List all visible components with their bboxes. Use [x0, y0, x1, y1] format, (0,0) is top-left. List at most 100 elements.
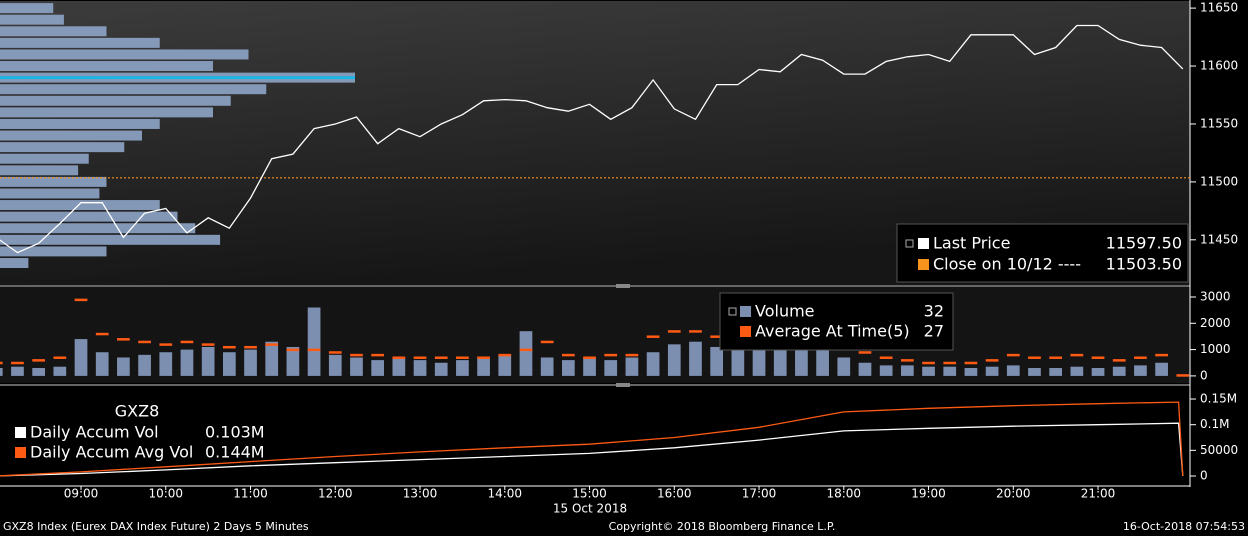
legend-swatch	[918, 259, 929, 270]
profile-bar	[0, 165, 79, 176]
average-marker	[943, 361, 957, 365]
average-marker	[434, 356, 448, 359]
legend-value: 0.144M	[205, 443, 265, 462]
y-tick-label: 50000	[1200, 443, 1238, 457]
x-tick-label: 20:00	[996, 487, 1031, 501]
volume-bar	[773, 346, 787, 376]
footer-right: 16-Oct-2018 07:54:53	[1123, 520, 1245, 533]
legend-value: 27	[924, 322, 944, 341]
average-marker	[583, 356, 596, 359]
average-marker	[117, 338, 130, 341]
volume-bar	[604, 360, 618, 376]
volume-bar	[201, 346, 215, 376]
x-axis-label: 15 Oct 2018	[553, 502, 627, 516]
volume-bar	[561, 360, 575, 376]
legend-label: Close on 10/12 ----	[933, 255, 1081, 274]
average-marker	[1155, 353, 1168, 357]
volume-bar	[392, 357, 406, 376]
volume-bar	[350, 357, 363, 376]
volume-bar	[1134, 365, 1147, 376]
x-tick-label: 13:00	[403, 487, 438, 501]
average-marker	[1070, 353, 1084, 357]
x-tick-label: 17:00	[742, 487, 777, 501]
profile-bar	[0, 95, 231, 106]
average-marker	[561, 353, 575, 357]
average-marker	[371, 353, 385, 357]
average-marker	[1112, 359, 1126, 362]
profile-bar	[0, 14, 64, 25]
volume-bar	[943, 366, 957, 376]
profile-poc-line	[0, 76, 355, 80]
average-marker	[985, 359, 999, 362]
volume-bar	[689, 341, 702, 376]
volume-bar	[837, 357, 851, 376]
profile-bar	[0, 49, 249, 60]
volume-bar	[498, 354, 512, 376]
volume-bar	[1112, 366, 1126, 376]
legend-swatch	[918, 238, 929, 249]
volume-bar	[964, 368, 978, 376]
profile-bar	[0, 246, 107, 257]
volume-bar	[11, 366, 24, 376]
average-marker	[477, 356, 490, 359]
average-marker	[328, 351, 342, 354]
volume-bar	[1028, 368, 1041, 376]
volume-bar	[456, 360, 469, 376]
volume-bar	[74, 339, 88, 376]
volume-bar	[286, 346, 300, 376]
marks	[0, 3, 1190, 477]
y-tick-label: 11550	[1200, 116, 1238, 130]
average-marker	[74, 298, 88, 302]
profile-bar	[0, 61, 213, 72]
average-marker	[392, 356, 406, 359]
average-marker	[53, 356, 67, 359]
volume-bar	[540, 357, 554, 376]
volume-bar	[53, 366, 67, 376]
legend-label: Average At Time(5)	[755, 322, 910, 341]
volume-bar	[625, 357, 639, 376]
footer-left: GXZ8 Index (Eurex DAX Index Future) 2 Da…	[3, 520, 309, 533]
volume-bar	[265, 341, 279, 376]
legend-swatch	[740, 326, 751, 337]
profile-bar	[0, 84, 267, 95]
average-marker	[964, 361, 978, 365]
average-marker	[350, 353, 363, 357]
volume-bar	[434, 362, 448, 376]
average-marker	[498, 353, 512, 357]
average-marker	[265, 343, 279, 346]
x-tick-label: 18:00	[826, 487, 861, 501]
profile-bar	[0, 211, 178, 222]
divider-handle	[616, 383, 630, 387]
legend-tree-icon	[728, 307, 737, 316]
volume-bar	[752, 349, 766, 376]
average-marker	[879, 356, 893, 359]
profile-bar	[0, 188, 100, 199]
profile-bar	[0, 3, 54, 14]
x-tick-label: 21:00	[1081, 487, 1116, 501]
price-legend-box	[896, 223, 1189, 283]
average-marker	[11, 361, 24, 365]
y-tick-label: 0.1M	[1200, 417, 1229, 431]
x-tick-label: 15:00	[572, 487, 607, 501]
legend-value: 11503.50	[1106, 255, 1182, 274]
top-edge	[0, 0, 1248, 1]
volume-bar	[0, 368, 3, 376]
y-tick-label: 0	[1200, 368, 1208, 382]
volume-bar	[858, 362, 872, 376]
y-tick-label: 2000	[1200, 316, 1231, 330]
y-tick-label: 1000	[1200, 342, 1231, 356]
volume-bar	[159, 352, 173, 376]
series-line	[0, 401, 1184, 477]
profile-bar	[0, 176, 107, 187]
y-tick-label: 11650	[1200, 1, 1238, 15]
average-marker	[604, 353, 618, 357]
profile-bar	[0, 200, 160, 211]
volume-bar	[1155, 362, 1168, 376]
x-tick-label: 09:00	[64, 487, 99, 501]
average-marker	[95, 332, 109, 336]
volume-bar	[244, 349, 257, 376]
volume-bar	[922, 366, 935, 376]
average-marker	[138, 340, 151, 344]
volume-bar	[180, 349, 194, 376]
footer-center: Copyright© 2018 Bloomberg Finance L.P.	[609, 520, 836, 533]
